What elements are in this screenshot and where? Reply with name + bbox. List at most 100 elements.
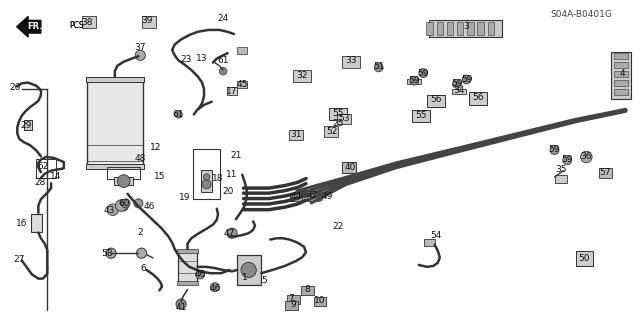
- Bar: [614, 80, 628, 86]
- Bar: [193, 149, 220, 199]
- Text: 32: 32: [296, 71, 308, 80]
- Circle shape: [419, 69, 428, 78]
- Text: 38: 38: [82, 18, 93, 27]
- Text: 59: 59: [548, 145, 560, 154]
- Text: 18: 18: [212, 174, 224, 183]
- Bar: [611, 52, 631, 99]
- Text: 52: 52: [326, 127, 337, 136]
- Bar: [477, 22, 484, 35]
- Bar: [293, 70, 311, 82]
- Bar: [177, 249, 198, 253]
- Text: 43: 43: [104, 206, 115, 215]
- Text: 55: 55: [332, 109, 344, 118]
- Text: 51: 51: [373, 62, 385, 71]
- Bar: [290, 193, 301, 201]
- Circle shape: [220, 67, 227, 75]
- Text: 2: 2: [138, 228, 143, 237]
- Bar: [177, 281, 198, 285]
- Text: 22: 22: [332, 222, 344, 231]
- Bar: [86, 164, 144, 169]
- Bar: [427, 95, 445, 107]
- Circle shape: [211, 283, 220, 292]
- Circle shape: [452, 79, 461, 88]
- Circle shape: [227, 228, 237, 238]
- Circle shape: [119, 202, 128, 211]
- Bar: [329, 108, 347, 121]
- Text: 46: 46: [209, 284, 221, 293]
- Bar: [436, 22, 443, 35]
- Text: 27: 27: [13, 255, 25, 264]
- Text: 44: 44: [290, 192, 301, 202]
- Text: 56: 56: [472, 93, 484, 102]
- Bar: [201, 170, 212, 192]
- Text: 11: 11: [227, 170, 238, 179]
- Text: 49: 49: [322, 192, 333, 202]
- Text: 61: 61: [173, 110, 184, 119]
- Text: 26: 26: [10, 83, 21, 92]
- Text: 35: 35: [555, 165, 566, 174]
- Text: 8: 8: [305, 285, 310, 294]
- Circle shape: [241, 263, 256, 278]
- Text: 3: 3: [464, 22, 469, 31]
- Circle shape: [550, 145, 559, 154]
- Text: 40: 40: [345, 163, 356, 172]
- Bar: [107, 167, 140, 179]
- Text: 23: 23: [180, 55, 192, 64]
- Text: 60: 60: [118, 199, 129, 208]
- Text: S04A-B0401G: S04A-B0401G: [550, 10, 612, 19]
- Bar: [614, 62, 628, 68]
- Circle shape: [311, 185, 323, 197]
- Bar: [301, 286, 314, 295]
- Bar: [614, 53, 628, 59]
- Text: PCS: PCS: [69, 21, 84, 30]
- Bar: [178, 251, 197, 282]
- Bar: [237, 81, 247, 88]
- Text: 10: 10: [314, 296, 326, 305]
- Circle shape: [135, 50, 145, 60]
- Circle shape: [117, 175, 130, 188]
- Text: 28: 28: [34, 178, 45, 187]
- Text: 12: 12: [150, 143, 161, 152]
- Text: 25: 25: [332, 119, 344, 129]
- Text: 47: 47: [224, 229, 236, 238]
- Text: 15: 15: [154, 172, 165, 181]
- Circle shape: [204, 174, 210, 180]
- Bar: [285, 301, 298, 310]
- Text: 33: 33: [345, 56, 356, 65]
- Text: 39: 39: [141, 16, 152, 25]
- Text: 4: 4: [620, 69, 625, 78]
- Text: 42: 42: [307, 190, 318, 200]
- Circle shape: [462, 75, 471, 84]
- Text: 48: 48: [134, 154, 146, 163]
- Text: 31: 31: [290, 130, 301, 138]
- Text: 57: 57: [600, 168, 611, 177]
- Text: 5: 5: [261, 276, 267, 285]
- FancyArrow shape: [17, 16, 41, 37]
- Circle shape: [314, 193, 323, 201]
- Text: 9: 9: [291, 300, 296, 309]
- Circle shape: [136, 248, 147, 258]
- Text: 1: 1: [242, 273, 248, 282]
- Circle shape: [196, 270, 205, 279]
- Bar: [342, 56, 360, 68]
- Bar: [227, 87, 237, 95]
- Text: 6: 6: [140, 263, 146, 273]
- Circle shape: [175, 111, 182, 118]
- Text: 14: 14: [50, 173, 61, 182]
- Bar: [324, 126, 339, 137]
- Bar: [114, 177, 133, 185]
- Bar: [555, 175, 566, 183]
- Text: 59: 59: [451, 79, 463, 88]
- Bar: [87, 80, 143, 166]
- Circle shape: [106, 248, 116, 258]
- Bar: [83, 16, 97, 28]
- Text: 46: 46: [143, 202, 155, 211]
- Circle shape: [107, 204, 118, 215]
- Circle shape: [176, 299, 186, 309]
- Bar: [457, 22, 463, 35]
- Text: 53: 53: [339, 114, 350, 123]
- Bar: [24, 121, 32, 130]
- Text: 37: 37: [134, 43, 146, 52]
- Bar: [614, 89, 628, 95]
- Text: 56: 56: [430, 95, 442, 104]
